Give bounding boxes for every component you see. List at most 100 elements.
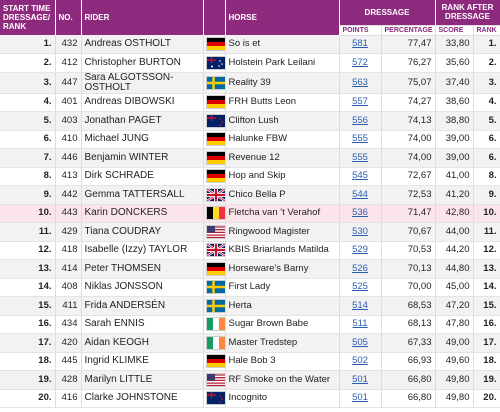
flag bbox=[203, 148, 226, 168]
percentage: 75,07 bbox=[381, 72, 436, 94]
rider: Jonathan PAGET bbox=[81, 111, 204, 131]
points-link[interactable]: 557 bbox=[352, 96, 368, 108]
rank: 2. bbox=[473, 53, 500, 73]
points-link[interactable]: 505 bbox=[352, 336, 368, 348]
points-link[interactable]: 501 bbox=[352, 373, 368, 385]
number: 446 bbox=[55, 148, 82, 168]
country-flag bbox=[205, 187, 226, 202]
percentage: 70,53 bbox=[381, 241, 436, 260]
points-link[interactable]: 581 bbox=[352, 38, 368, 50]
table-header: START TIME DRESSAGE/ RANK NO. RIDER HORS… bbox=[0, 0, 500, 36]
rank: 18. bbox=[473, 352, 500, 371]
result-row: 7. 446 Benjamin WINTER Revenue 12 555 74,00 39… bbox=[0, 148, 500, 168]
start-rank: 14. bbox=[0, 278, 56, 297]
points-link[interactable]: 511 bbox=[352, 318, 368, 330]
result-row: 5. 403 Jonathan PAGET Clifton Lush 556 74,13 3… bbox=[0, 111, 500, 131]
points-link[interactable]: 536 bbox=[352, 207, 368, 219]
rider: Tiana COUDRAY bbox=[81, 222, 204, 242]
percentage: 74,00 bbox=[381, 130, 436, 149]
start-rank: 4. bbox=[0, 93, 56, 112]
points-link[interactable]: 529 bbox=[352, 244, 368, 256]
score: 49,80 bbox=[435, 389, 474, 408]
flag bbox=[203, 333, 226, 353]
percentage: 74,27 bbox=[381, 93, 436, 112]
points-link[interactable]: 530 bbox=[352, 225, 368, 237]
result-row: 18. 445 Ingrid KLIMKE Hale Bob 3 502 66,93 49,… bbox=[0, 352, 500, 371]
percentage: 70,13 bbox=[381, 259, 436, 279]
points-link[interactable]: 502 bbox=[352, 355, 368, 367]
points: 557 bbox=[339, 93, 382, 112]
points: 525 bbox=[339, 278, 382, 297]
number: 411 bbox=[55, 296, 82, 316]
rank: 8. bbox=[473, 167, 500, 186]
rider: Ingrid KLIMKE bbox=[81, 352, 204, 371]
rider: Dirk SCHRADE bbox=[81, 167, 204, 186]
rank: 5. bbox=[473, 111, 500, 131]
rider: Niklas JONSSON bbox=[81, 278, 204, 297]
points-link[interactable]: 563 bbox=[352, 76, 368, 88]
country-flag bbox=[205, 354, 226, 369]
points: 556 bbox=[339, 111, 382, 131]
country-flag bbox=[205, 169, 226, 184]
rider: Isabelle (Izzy) TAYLOR bbox=[81, 241, 204, 260]
flag bbox=[203, 93, 226, 112]
rank: 9. bbox=[473, 185, 500, 205]
result-row: 19. 428 Marilyn LITTLE RF Smoke on the Wate… bbox=[0, 370, 500, 390]
result-row: 6. 410 Michael JUNG Halunke FBW 555 74,00 39,0… bbox=[0, 130, 500, 149]
rider: Karin DONCKERS bbox=[81, 204, 204, 223]
score: 38,60 bbox=[435, 93, 474, 112]
percentage: 68,13 bbox=[381, 315, 436, 334]
number: 442 bbox=[55, 185, 82, 205]
score: 44,80 bbox=[435, 259, 474, 279]
rider: Michael JUNG bbox=[81, 130, 204, 149]
country-flag bbox=[205, 280, 226, 295]
start-rank: 13. bbox=[0, 259, 56, 279]
rider: Peter THOMSEN bbox=[81, 259, 204, 279]
header-flag bbox=[203, 0, 226, 35]
header-rank-after: RANK AFTER DRESSAGE bbox=[435, 0, 500, 25]
rider: Marilyn LITTLE bbox=[81, 370, 204, 390]
horse: Hop and Skip bbox=[225, 167, 340, 186]
points: 536 bbox=[339, 204, 382, 223]
rank: 3. bbox=[473, 72, 500, 94]
points-link[interactable]: 514 bbox=[352, 299, 368, 311]
country-flag bbox=[205, 372, 226, 387]
percentage: 77,47 bbox=[381, 35, 436, 54]
start-rank: 8. bbox=[0, 167, 56, 186]
percentage: 68,53 bbox=[381, 296, 436, 316]
horse: Reality 39 bbox=[225, 72, 340, 94]
result-row: 14. 408 Niklas JONSSON First Lady 525 70,00 45… bbox=[0, 278, 500, 297]
number: 408 bbox=[55, 278, 82, 297]
rank: 14. bbox=[473, 278, 500, 297]
points-link[interactable]: 545 bbox=[352, 170, 368, 182]
points-link[interactable]: 525 bbox=[352, 281, 368, 293]
points-link[interactable]: 501 bbox=[352, 392, 368, 404]
score: 45,00 bbox=[435, 278, 474, 297]
start-rank: 18. bbox=[0, 352, 56, 371]
country-flag bbox=[205, 150, 226, 165]
points-link[interactable]: 572 bbox=[352, 56, 368, 68]
score: 39,00 bbox=[435, 130, 474, 149]
points-link[interactable]: 544 bbox=[352, 188, 368, 200]
number: 410 bbox=[55, 130, 82, 149]
number: 403 bbox=[55, 111, 82, 131]
start-rank: 12. bbox=[0, 241, 56, 260]
start-rank: 7. bbox=[0, 148, 56, 168]
flag bbox=[203, 72, 226, 94]
flag bbox=[203, 389, 226, 408]
points-link[interactable]: 556 bbox=[352, 114, 368, 126]
number: 434 bbox=[55, 315, 82, 334]
header-rank: RANK bbox=[472, 24, 500, 36]
horse: Sugar Brown Babe bbox=[225, 315, 340, 334]
horse: Master Tredstep bbox=[225, 333, 340, 353]
flag bbox=[203, 370, 226, 390]
rank: 13. bbox=[473, 259, 500, 279]
points-link[interactable]: 526 bbox=[352, 262, 368, 274]
percentage: 71,47 bbox=[381, 204, 436, 223]
percentage: 76,27 bbox=[381, 53, 436, 73]
horse: KBIS Briarlands Matilda bbox=[225, 241, 340, 260]
points-link[interactable]: 555 bbox=[352, 133, 368, 145]
points-link[interactable]: 555 bbox=[352, 151, 368, 163]
score: 35,60 bbox=[435, 53, 474, 73]
result-row: 8. 413 Dirk SCHRADE Hop and Skip 545 72,67 41,… bbox=[0, 167, 500, 186]
